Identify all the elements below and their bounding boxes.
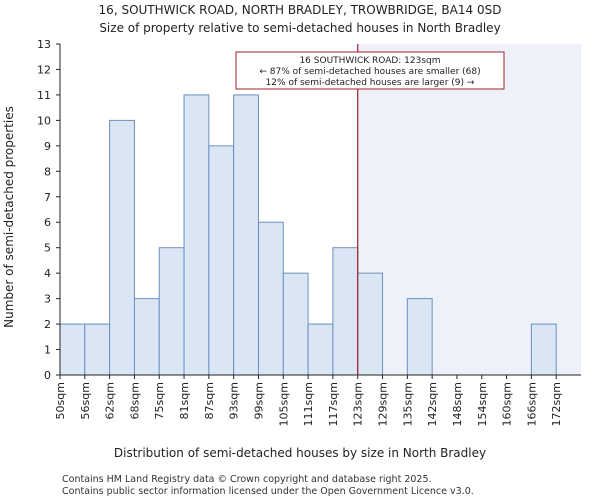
x-axis-label: Distribution of semi-detached houses by … — [114, 446, 486, 460]
annotation-line1: 16 SOUTHWICK ROAD: 123sqm — [299, 56, 440, 66]
bar-111sqm — [307, 323, 334, 376]
y-tick-label: 4 — [44, 267, 51, 280]
x-tick-label: 56sqm — [79, 382, 92, 419]
footer-line1: Contains HM Land Registry data © Crown c… — [62, 474, 432, 485]
bar-50sqm — [59, 323, 86, 376]
y-tick-label: 12 — [37, 63, 51, 76]
bar-56sqm — [84, 323, 111, 376]
chart-title-line2: Size of property relative to semi-detach… — [99, 21, 500, 35]
bar-75sqm — [158, 247, 185, 376]
bar-117sqm — [332, 247, 359, 376]
x-tick-label: 111sqm — [302, 382, 315, 426]
x-tick-label: 81sqm — [178, 382, 191, 419]
x-tick-label: 172sqm — [550, 382, 563, 426]
y-tick-label: 6 — [44, 216, 51, 229]
y-tick-label: 3 — [44, 293, 51, 306]
bar-123sqm — [357, 272, 384, 376]
x-tick-label: 166sqm — [525, 382, 538, 426]
highlight-region — [357, 44, 581, 375]
x-tick-label: 148sqm — [451, 382, 464, 426]
x-tick-label: 123sqm — [352, 382, 365, 426]
chart-title-line1: 16, SOUTHWICK ROAD, NORTH BRADLEY, TROWB… — [99, 3, 502, 17]
bar-87sqm — [208, 145, 235, 376]
x-tick-label: 87sqm — [203, 382, 216, 419]
y-tick-label: 0 — [44, 369, 51, 382]
bar-93sqm — [233, 94, 259, 376]
y-tick-label: 10 — [37, 114, 51, 127]
y-axis-label: Number of semi-detached properties — [2, 106, 16, 328]
x-tick-label: 160sqm — [501, 382, 514, 426]
y-tick-label: 1 — [44, 344, 51, 357]
y-tick-label: 11 — [37, 89, 51, 102]
x-tick-label: 50sqm — [54, 382, 67, 419]
x-tick-label: 99sqm — [252, 382, 265, 419]
y-tick-label: 7 — [44, 191, 51, 204]
x-tick-label: 93sqm — [228, 382, 241, 419]
x-tick-label: 62sqm — [104, 382, 117, 419]
y-tick-label: 13 — [37, 38, 51, 51]
x-tick-label: 117sqm — [327, 382, 340, 426]
x-tick-label: 142sqm — [426, 382, 439, 426]
x-tick-label: 154sqm — [476, 382, 489, 426]
y-tick-label: 8 — [44, 165, 51, 178]
bar-62sqm — [109, 119, 135, 376]
footer-line2: Contains public sector information licen… — [62, 486, 474, 497]
y-tick-label: 2 — [44, 318, 51, 331]
bar-166sqm — [530, 323, 557, 376]
y-tick-label: 5 — [44, 242, 51, 255]
annotation-line3: 12% of semi-detached houses are larger (… — [266, 78, 475, 88]
x-tick-label: 135sqm — [401, 382, 414, 426]
y-tick-label: 9 — [44, 140, 51, 153]
x-tick-label: 68sqm — [128, 382, 141, 419]
bar-135sqm — [406, 298, 433, 376]
bar-81sqm — [183, 94, 210, 376]
bar-105sqm — [282, 272, 309, 376]
annotation-line2: ← 87% of semi-detached houses are smalle… — [259, 67, 480, 77]
x-tick-label: 105sqm — [277, 382, 290, 426]
x-tick-label: 129sqm — [377, 382, 390, 426]
bar-68sqm — [133, 298, 160, 376]
x-tick-label: 75sqm — [153, 382, 166, 419]
annotation-box — [235, 51, 505, 90]
bar-99sqm — [257, 221, 284, 376]
